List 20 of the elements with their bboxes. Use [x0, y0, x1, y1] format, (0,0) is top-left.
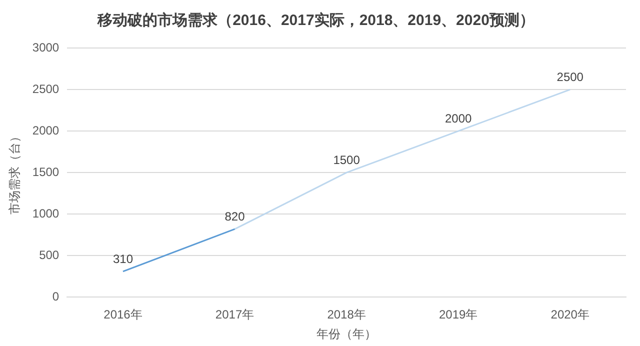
y-tick-label: 3000	[32, 40, 60, 54]
y-tick-label: 500	[39, 248, 60, 262]
x-tick-label: 2020年	[550, 308, 590, 322]
x-tick-label: 2018年	[327, 308, 366, 322]
x-axis-title: 年份（年）	[316, 327, 377, 342]
chart-title: 移动破的市场需求（2016、2017实际，2018、2019、2020预测）	[96, 11, 534, 30]
y-tick-label: 0	[52, 290, 60, 304]
x-tick-label: 2019年	[438, 308, 478, 322]
data-label: 2500	[556, 70, 584, 84]
y-tick-label: 2000	[32, 123, 60, 138]
y-tick-label: 1500	[32, 164, 60, 179]
data-label: 1500	[333, 152, 360, 167]
y-tick-label: 1000	[32, 206, 60, 220]
x-tick-label: 2017年	[215, 308, 254, 322]
x-tick-label: 2016年	[104, 308, 142, 322]
y-axis-title: 市场需求（台）	[8, 130, 22, 215]
y-tick-label: 2500	[32, 82, 60, 96]
data-label: 310	[112, 252, 134, 266]
data-label: 820	[224, 209, 246, 224]
data-label: 2000	[444, 111, 472, 126]
